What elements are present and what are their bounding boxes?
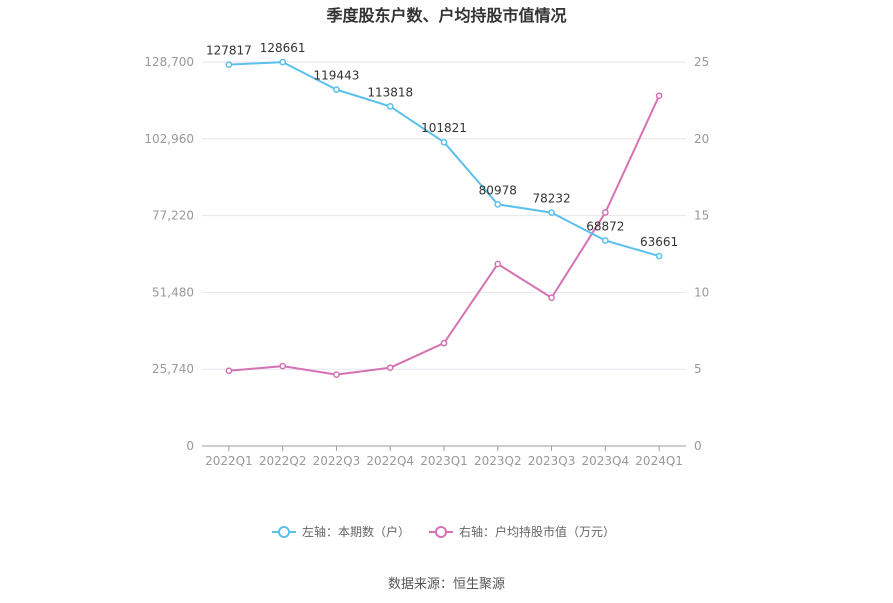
data-label: 68872 — [586, 220, 624, 234]
x-tick-label: 2022Q4 — [366, 454, 414, 468]
right-tick-label: 10 — [694, 285, 709, 299]
legend-label: 右轴：户均持股市值（万元） — [459, 524, 615, 539]
series-group: 127817 128661 119443 113818 101821 80978 78232… — [206, 41, 678, 378]
data-point — [655, 92, 663, 100]
x-tick-label: 2023Q4 — [582, 454, 630, 468]
data-label: 80978 — [479, 183, 517, 197]
left-tick-label: 77,220 — [152, 209, 194, 223]
x-tick-label: 2023Q3 — [528, 454, 576, 468]
right-tick-label: 5 — [694, 362, 702, 376]
data-label: 63661 — [640, 235, 678, 249]
data-point — [225, 367, 233, 375]
legend-item[interactable]: 左轴：本期数（户） — [272, 524, 410, 539]
right-tick-label: 20 — [694, 132, 709, 146]
legend-marker — [278, 526, 290, 538]
legend-label: 左轴：本期数（户） — [302, 524, 410, 539]
right-tick-label: 25 — [694, 55, 709, 69]
chart-title: 季度股东户数、户均持股市值情况 — [325, 6, 566, 25]
data-label: 127817 — [206, 44, 252, 58]
right-axis: 0 5 10 15 20 25 — [694, 55, 709, 453]
data-point — [386, 103, 394, 110]
data-point — [386, 364, 394, 372]
legend-item[interactable]: 右轴：户均持股市值（万元） — [429, 524, 615, 539]
x-axis: 2022Q1 2022Q2 2022Q3 2022Q4 2023Q1 2023Q2 2023… — [202, 445, 686, 468]
data-point — [601, 209, 609, 216]
data-point — [333, 86, 340, 93]
data-point — [494, 201, 502, 208]
left-tick-label: 128,700 — [144, 55, 194, 69]
data-point — [494, 260, 502, 268]
x-tick-label: 2022Q2 — [259, 454, 307, 468]
data-label: 119443 — [314, 69, 360, 83]
x-tick-label: 2024Q1 — [635, 454, 683, 468]
data-point — [440, 138, 448, 146]
left-axis: 0 25,740 51,480 77,220 102,960 128,700 — [144, 55, 194, 453]
data-point — [601, 237, 609, 244]
x-tick-label: 2023Q2 — [474, 454, 522, 468]
data-point — [440, 339, 448, 347]
x-tick-label: 2022Q3 — [313, 454, 361, 468]
data-point — [655, 252, 663, 260]
data-source: 数据来源：恒生聚源 — [388, 577, 505, 592]
data-label: 113818 — [367, 85, 413, 99]
x-tick-label: 2022Q1 — [205, 454, 253, 468]
data-point — [279, 362, 287, 370]
x-tick-label: 2023Q1 — [420, 454, 468, 468]
left-tick-label: 51,480 — [152, 285, 194, 299]
left-tick-label: 0 — [186, 439, 194, 453]
data-label: 78232 — [532, 192, 570, 206]
data-point — [548, 294, 555, 302]
data-point — [333, 371, 340, 378]
data-point — [548, 209, 555, 216]
grid — [202, 61, 686, 370]
legend[interactable]: 左轴：本期数（户） 右轴：户均持股市值（万元） — [272, 524, 615, 539]
left-tick-label: 102,960 — [144, 132, 194, 146]
data-point — [225, 61, 233, 68]
data-label: 128661 — [260, 41, 306, 55]
right-tick-label: 15 — [694, 209, 709, 223]
data-point — [279, 58, 287, 66]
data-label: 101821 — [421, 121, 467, 135]
left-tick-label: 25,740 — [152, 362, 194, 376]
legend-marker — [435, 526, 447, 538]
right-tick-label: 0 — [694, 439, 702, 453]
